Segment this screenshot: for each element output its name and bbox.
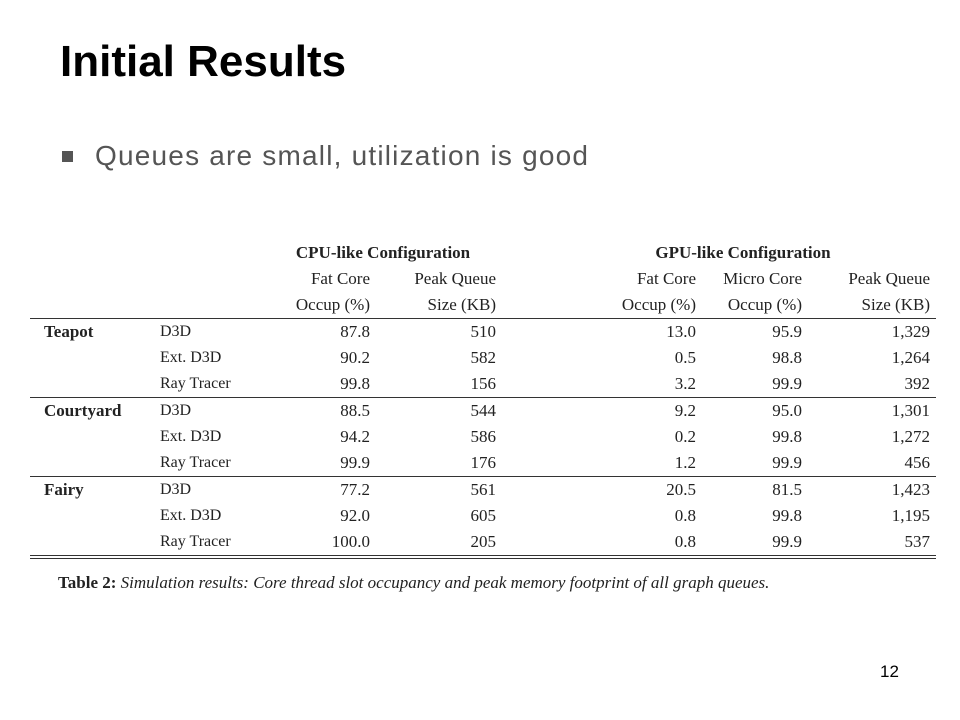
gpu-group-header: GPU-like Configuration <box>655 243 831 262</box>
page-number: 12 <box>880 662 899 681</box>
cell-value: 13.0 <box>666 322 696 341</box>
scene-label: Fairy <box>44 480 84 499</box>
column-header: Peak Queue <box>848 269 930 288</box>
column-header: Occup (%) <box>496 292 696 319</box>
cell-value: 9.2 <box>674 401 696 420</box>
square-bullet-icon <box>62 150 73 162</box>
cell-value: 156 <box>370 371 496 398</box>
table-row: Courtyard D3D 88.5 544 9.2 95.0 1,301 <box>30 398 936 425</box>
column-header: Micro Core <box>723 269 802 288</box>
cell-value: 3.2 <box>496 371 696 398</box>
method-label: Ext. D3D <box>160 428 222 445</box>
cell-value: 87.8 <box>340 322 370 341</box>
bullet-item: Queues are small, utilization is good <box>62 140 589 172</box>
cell-value: 544 <box>470 401 497 420</box>
column-header: Size (KB) <box>370 292 496 319</box>
method-label: D3D <box>160 323 192 340</box>
scene-label <box>30 371 160 398</box>
cell-value: 99.8 <box>772 427 802 446</box>
cell-value: 99.9 <box>696 450 802 477</box>
cell-value: 94.2 <box>340 427 370 446</box>
table-caption: Table 2: Simulation results: Core thread… <box>30 573 936 593</box>
column-header: Fat Core <box>636 269 696 288</box>
column-header-row-2: Occup (%) Size (KB) Occup (%) Occup (%) … <box>30 292 936 319</box>
method-label: D3D <box>160 402 192 419</box>
scene-label: Teapot <box>44 322 94 341</box>
cell-value: 510 <box>470 322 497 341</box>
slide-title: Initial Results <box>60 37 347 86</box>
scene-label <box>30 529 160 559</box>
cell-value: 100.0 <box>270 529 370 559</box>
cell-value: 561 <box>470 480 497 499</box>
group-header-row: CPU-like Configuration GPU-like Configur… <box>30 240 936 266</box>
scene-label: Courtyard <box>44 401 122 420</box>
cell-value: 0.2 <box>674 427 696 446</box>
caption-text: Simulation results: Core thread slot occ… <box>120 573 770 592</box>
cell-value: 0.8 <box>674 506 696 525</box>
cell-value: 1,264 <box>891 348 930 367</box>
column-header: Fat Core <box>310 269 370 288</box>
cell-value: 582 <box>470 348 497 367</box>
cell-value: 99.9 <box>696 371 802 398</box>
method-label: Ext. D3D <box>160 349 222 366</box>
method-label: Ext. D3D <box>160 507 222 524</box>
cell-value: 586 <box>470 427 497 446</box>
cell-value: 81.5 <box>772 480 802 499</box>
method-label: Ray Tracer <box>160 529 270 559</box>
scene-label <box>30 450 160 477</box>
scene-label <box>30 424 160 450</box>
table-row: Teapot D3D 87.8 510 13.0 95.9 1,329 <box>30 319 936 346</box>
column-header: Occup (%) <box>696 292 802 319</box>
cell-value: 99.9 <box>270 450 370 477</box>
table-row: Fairy D3D 77.2 561 20.5 81.5 1,423 <box>30 477 936 504</box>
method-label: Ray Tracer <box>160 450 270 477</box>
cell-value: 92.0 <box>340 506 370 525</box>
cell-value: 95.9 <box>772 322 802 341</box>
cell-value: 456 <box>802 450 930 477</box>
cell-value: 1,423 <box>891 480 930 499</box>
table-row: Ext. D3D 92.0 605 0.8 99.8 1,195 <box>30 503 936 529</box>
cell-value: 176 <box>370 450 496 477</box>
caption-label: Table 2: <box>58 573 117 592</box>
table-row: Ext. D3D 90.2 582 0.5 98.8 1,264 <box>30 345 936 371</box>
cell-value: 1,272 <box>891 427 930 446</box>
cell-value: 537 <box>802 529 930 559</box>
table-row: Ext. D3D 94.2 586 0.2 99.8 1,272 <box>30 424 936 450</box>
bullet-text: Queues are small, utilization is good <box>95 140 590 171</box>
scene-label <box>30 503 160 529</box>
cell-value: 205 <box>370 529 496 559</box>
cell-value: 20.5 <box>666 480 696 499</box>
results-table: CPU-like Configuration GPU-like Configur… <box>30 240 936 559</box>
cell-value: 1,195 <box>891 506 930 525</box>
column-header: Peak Queue <box>414 269 496 288</box>
column-header: Size (KB) <box>802 292 930 319</box>
cell-value: 0.5 <box>674 348 696 367</box>
cell-value: 95.0 <box>772 401 802 420</box>
cell-value: 99.8 <box>772 506 802 525</box>
column-header: Occup (%) <box>270 292 370 319</box>
cell-value: 88.5 <box>340 401 370 420</box>
cell-value: 98.8 <box>772 348 802 367</box>
table-row: Ray Tracer 99.9 176 1.2 99.9 456 <box>30 450 936 477</box>
cell-value: 1.2 <box>496 450 696 477</box>
column-header-row-1: Fat Core Peak Queue Fat Core Micro Core … <box>30 266 936 292</box>
table-row: Ray Tracer 99.8 156 3.2 99.9 392 <box>30 371 936 398</box>
cell-value: 77.2 <box>340 480 370 499</box>
cell-value: 99.9 <box>696 529 802 559</box>
cell-value: 90.2 <box>340 348 370 367</box>
method-label: D3D <box>160 481 192 498</box>
cell-value: 1,301 <box>891 401 930 420</box>
scene-label <box>30 345 160 371</box>
table-row: Ray Tracer 100.0 205 0.8 99.9 537 <box>30 529 936 559</box>
cpu-group-header: CPU-like Configuration <box>295 243 471 262</box>
method-label: Ray Tracer <box>160 371 270 398</box>
cell-value: 1,329 <box>891 322 930 341</box>
cell-value: 99.8 <box>270 371 370 398</box>
cell-value: 0.8 <box>496 529 696 559</box>
cell-value: 392 <box>802 371 930 398</box>
results-table-figure: CPU-like Configuration GPU-like Configur… <box>30 240 936 593</box>
cell-value: 605 <box>470 506 497 525</box>
